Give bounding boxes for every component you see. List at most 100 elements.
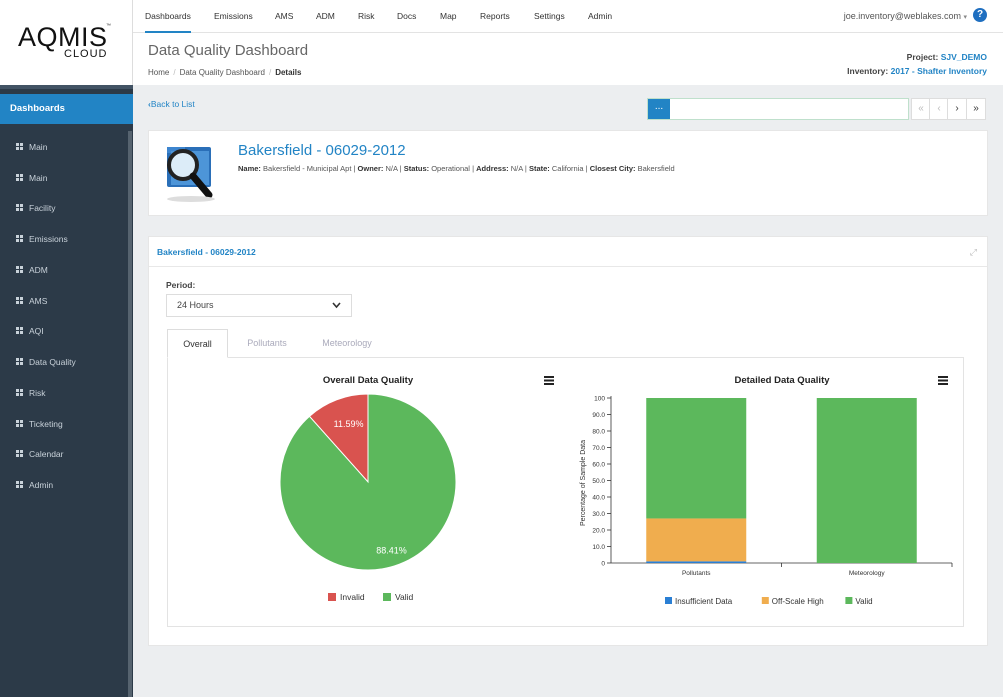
y-tick-label: 0 [601, 561, 605, 568]
grid-icon [16, 327, 23, 334]
x-tick-label: Pollutants [682, 570, 711, 577]
legend-item-off-scale-high[interactable]: Off-Scale High [772, 597, 824, 606]
back-to-list-link[interactable]: ‹Back to List [148, 99, 195, 109]
period-select[interactable]: 24 Hours [166, 294, 352, 317]
nav-adm[interactable]: ADM [316, 11, 335, 21]
detail-label: Status: [403, 164, 430, 173]
site-card: Bakersfield - 06029-2012 Name: Bakersfie… [148, 130, 988, 216]
pager-next-button[interactable]: › [947, 98, 967, 120]
sidebar-item-label: Main [29, 173, 48, 183]
inventory-link[interactable]: 2017 - Shafter Inventory [890, 66, 987, 76]
breadcrumb: Home / Data Quality Dashboard / Details [148, 68, 301, 77]
app-logo[interactable]: AQMIS ™ CLOUD [0, 0, 133, 85]
grid-icon [16, 481, 23, 488]
user-menu[interactable]: joe.inventory@weblakes.com ▾ [844, 0, 967, 34]
bar-segment-valid[interactable] [816, 398, 917, 563]
pie-data-label: 88.41% [376, 546, 407, 556]
chart-menu-icon[interactable] [938, 376, 948, 385]
legend-item-valid[interactable]: Valid [395, 592, 414, 602]
sidebar-item-ams[interactable]: AMS [0, 290, 128, 312]
legend-item-valid[interactable]: Valid [855, 597, 872, 606]
pager-prev-button[interactable]: ‹ [929, 98, 949, 120]
grid-icon [16, 450, 23, 457]
site-search-input[interactable]: ... [647, 98, 909, 120]
legend-item-invalid[interactable]: Invalid [340, 592, 365, 602]
logo-trademark: ™ [106, 23, 111, 29]
detail-value: Bakersfield - Municipal Apt [263, 164, 352, 173]
nav-dashboards[interactable]: Dashboards [145, 0, 191, 33]
tab-content: Overall Data Quality 11.59% 88.41% Invali… [167, 357, 964, 627]
y-axis-label: Percentage of Sample Data [580, 440, 587, 526]
y-tick-label: 90.0 [592, 412, 605, 419]
inventory-info: Inventory: 2017 - Shafter Inventory [847, 66, 987, 76]
sidebar-scrollbar[interactable] [128, 131, 132, 697]
grid-icon [16, 297, 23, 304]
sidebar-header-dashboards[interactable]: Dashboards [0, 94, 133, 124]
sidebar-item-label: AMS [29, 296, 48, 306]
nav-admin[interactable]: Admin [588, 11, 613, 21]
sidebar-item-label: ADM [29, 265, 48, 275]
chart-menu-icon[interactable] [544, 376, 554, 385]
tab-pollutants[interactable]: Pollutants [247, 338, 287, 348]
grid-icon [16, 389, 23, 396]
sidebar-item-adm[interactable]: ADM [0, 259, 128, 281]
sidebar-item-label: Risk [29, 388, 46, 398]
nav-emissions[interactable]: Emissions [214, 11, 253, 21]
sidebar-item-ticketing[interactable]: Ticketing [0, 413, 128, 435]
x-tick-label: Meteorology [849, 570, 886, 577]
sidebar-item-facility[interactable]: Facility [0, 197, 128, 219]
sidebar-item-calendar[interactable]: Calendar [0, 443, 128, 465]
pie-slice-invalid[interactable] [308, 393, 369, 484]
sidebar-item-emissions[interactable]: Emissions [0, 228, 128, 250]
chevron-left-icon: ‹ [148, 99, 151, 109]
tab-overall[interactable]: Overall [167, 329, 228, 358]
period-value: 24 Hours [177, 300, 214, 310]
user-email: joe.inventory@weblakes.com [843, 11, 961, 21]
detail-value: California [551, 164, 584, 173]
y-tick-label: 30.0 [592, 511, 605, 518]
y-tick-label: 60.0 [592, 462, 605, 469]
project-link[interactable]: SJV_DEMO [940, 52, 987, 62]
sidebar-item-risk[interactable]: Risk [0, 382, 128, 404]
legend-swatch [665, 597, 672, 604]
legend-swatch [328, 593, 336, 601]
site-search-icon [167, 147, 215, 202]
pager-last-button[interactable]: » [966, 98, 986, 120]
nav-ams[interactable]: AMS [275, 11, 294, 21]
bar-segment-insufficient-data[interactable] [646, 561, 747, 563]
sidebar-item-main[interactable]: Main [0, 136, 128, 158]
nav-docs[interactable]: Docs [397, 11, 417, 21]
bar-segment-valid[interactable] [646, 398, 747, 519]
site-name-link[interactable]: Bakersfield - 06029-2012 [238, 142, 406, 159]
pie-slice-valid[interactable] [279, 393, 457, 571]
legend-item-insufficient-data[interactable]: Insufficient Data [675, 597, 733, 606]
nav-settings[interactable]: Settings [534, 11, 565, 21]
y-tick-label: 20.0 [592, 528, 605, 535]
tab-meteorology[interactable]: Meteorology [322, 338, 372, 348]
nav-reports[interactable]: Reports [480, 11, 510, 21]
grid-icon [16, 266, 23, 273]
nav-map[interactable]: Map [440, 11, 457, 21]
bar-segment-off-scale-high[interactable] [646, 518, 747, 562]
expand-icon[interactable]: ⤢ [969, 247, 977, 257]
detail-value: Bakersfield [637, 164, 675, 173]
sidebar-item-label: Admin [29, 480, 54, 490]
site-details: Name: Bakersfield - Municipal Apt | Owne… [238, 164, 675, 173]
pager-first-button[interactable]: « [911, 98, 931, 120]
y-tick-label: 70.0 [592, 445, 605, 452]
y-tick-label: 80.0 [592, 429, 605, 436]
chart-title: Overall Data Quality [323, 375, 414, 386]
detail-value: Operational [431, 164, 470, 173]
breadcrumb-dashboard[interactable]: Data Quality Dashboard [179, 68, 265, 77]
sidebar-item-label: Data Quality [29, 357, 76, 367]
sidebar-item-admin[interactable]: Admin [0, 474, 128, 496]
sidebar-item-data-quality[interactable]: Data Quality [0, 351, 128, 373]
help-icon[interactable]: ? [973, 8, 987, 22]
nav-risk[interactable]: Risk [358, 11, 375, 21]
detail-label: Address: [476, 164, 509, 173]
sidebar-item-main-2[interactable]: Main [0, 167, 128, 189]
grid-icon [16, 420, 23, 427]
breadcrumb-home[interactable]: Home [148, 68, 170, 77]
search-options-button[interactable]: ... [648, 99, 670, 119]
sidebar-item-aqi[interactable]: AQI [0, 320, 128, 342]
